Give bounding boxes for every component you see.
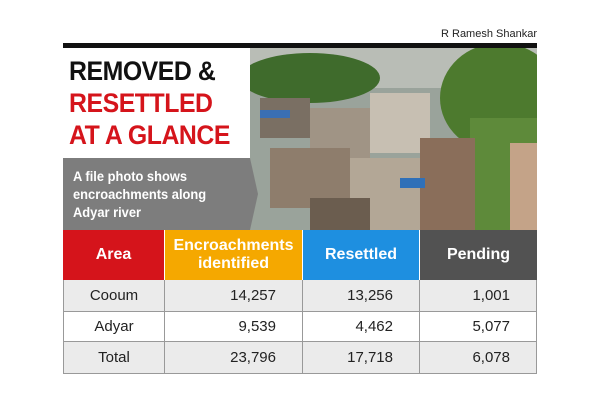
header-cell: Resettled [303, 230, 420, 280]
table-cell: 5,077 [420, 312, 537, 342]
table-cell: 4,462 [303, 312, 420, 342]
caption-line: A file photo shows [73, 168, 188, 184]
table-cell: 14,257 [165, 280, 303, 312]
table-cell: 23,796 [165, 342, 303, 374]
caption-box: A file photo shows encroachments along A… [63, 158, 250, 230]
table-cell: 6,078 [420, 342, 537, 374]
table-cell: 13,256 [303, 280, 420, 312]
table-cell: 1,001 [420, 280, 537, 312]
photo-credit: R Ramesh Shankar [441, 28, 537, 40]
table-cell: Adyar [63, 312, 165, 342]
header-cell: Area [63, 230, 165, 280]
table-cell: 17,718 [303, 342, 420, 374]
caption-line: encroachments along [73, 186, 207, 202]
header-cell: Pending [420, 230, 537, 280]
title-line: RESETTLED [69, 88, 213, 118]
caption-line: Adyar river [73, 204, 142, 220]
title-line: REMOVED & [69, 56, 216, 86]
photo [250, 48, 537, 230]
table-cell: Cooum [63, 280, 165, 312]
top-rule [63, 43, 537, 48]
table-cell: Total [63, 342, 165, 374]
title-line: AT A GLANCE [69, 120, 230, 150]
table-cell: 9,539 [165, 312, 303, 342]
caption-arrow [250, 158, 258, 230]
header-cell: Encroachments identified [165, 230, 303, 280]
title-block: REMOVED & RESETTLED AT A GLANCE [63, 48, 250, 158]
